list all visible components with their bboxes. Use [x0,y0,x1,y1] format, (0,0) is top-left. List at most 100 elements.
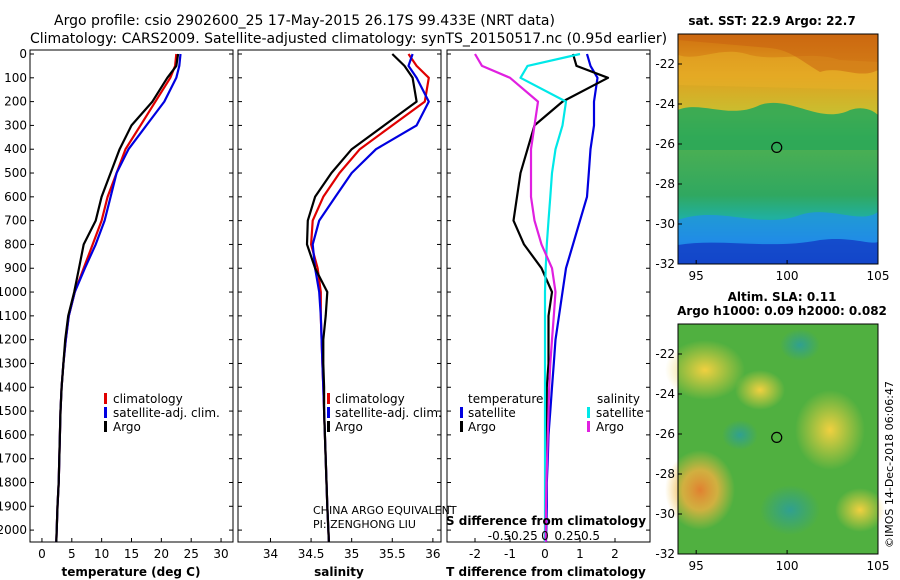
sla-yellow-blob-4 [835,488,885,532]
sla-teal-blob [780,329,820,361]
sst-map-title: sat. SST: 22.9 Argo: 22.7 [688,14,855,28]
temperature-x-ticks: 0 5 10 15 20 25 30 [38,547,229,561]
depth-tick-label: 1000 [0,285,27,299]
sla-yellow-blob [665,340,745,400]
legend-s-satellite: satellite [596,406,644,420]
depth-axis-labels: 0 100 200 300 400 500 600 700 800 900 1000 1100 1200… [0,47,27,537]
salinity-x-ticks: 34 34.5 35 35.5 36 [263,547,441,561]
legend-swatch-s-argo [587,421,590,432]
s-tick-label: -0.25 [507,529,538,543]
s-tick-label: 0.25 [554,529,581,543]
annotation-line1: CHINA ARGO EQUIVALENT [313,504,457,517]
salinity-plot [238,53,441,543]
x-tick-label: 15 [124,547,139,561]
sst-map-frame [677,33,879,265]
salinity-panel-frame [237,49,442,543]
x-tick-label: -2 [469,547,481,561]
salinity-diff-ticks: -0.5-0.25 0 0.25 0.5 [488,529,600,543]
temperature-plot [30,53,233,543]
depth-tick-label: 900 [4,261,27,275]
map-y-tick-label: -30 [655,217,675,231]
series-line-salinity-argo [474,53,557,543]
legend-swatch-climatology [327,393,330,404]
legend-swatch-t-argo [460,421,463,432]
legend-s-argo: Argo [596,420,624,434]
map-y-tick-label: -24 [655,387,675,401]
map-y-tick-label: -32 [655,547,675,561]
sst-green-tongue [678,102,878,150]
x-tick-label: 0 [38,547,46,561]
s-tick-label: 0.5 [581,529,600,543]
map-x-tick-label: 95 [689,559,704,573]
x-tick-label: 20 [154,547,169,561]
x-tick-label: 30 [213,547,228,561]
salinity-legend: climatology satellite-adj. clim. Argo CH… [313,392,457,531]
legend-t-satellite: satellite [468,406,516,420]
map-y-tick-label: -28 [655,467,675,481]
sla-map-title-line1: Altim. SLA: 0.11 [728,290,837,304]
salinity-xlabel: salinity [314,565,364,579]
legend-satellite: satellite-adj. clim. [335,406,442,420]
x-tick-label: 34.5 [298,547,325,561]
x-tick-label: 0 [541,547,549,561]
temperature-legend: climatology satellite-adj. clim. Argo [104,392,220,434]
x-tick-label: 2 [611,547,619,561]
depth-tick-label: 400 [4,142,27,156]
depth-tick-label: 100 [4,71,27,85]
depth-tick-label: 800 [4,237,27,251]
depth-tick-label: 700 [4,214,27,228]
map-y-tick-label: -30 [655,507,675,521]
map-x-tick-label: 100 [776,269,799,283]
depth-tick-label: 200 [4,95,27,109]
legend-swatch-argo [327,421,330,432]
sla-yellow-blob-2 [735,370,785,410]
x-tick-label: 10 [94,547,109,561]
depth-tick-label: 600 [4,190,27,204]
series-line-argo [55,53,180,543]
sst-hot-band [678,34,878,74]
x-tick-label: 36 [425,547,440,561]
x-tick-label: 5 [68,547,76,561]
header-line1: Argo profile: csio 2902600_25 17-May-201… [54,13,555,29]
legend-t-argo: Argo [468,420,496,434]
depth-tick-label: 500 [4,166,27,180]
difference-legend: temperature satellite Argo salinity sate… [460,392,644,434]
sla-orange-blob [665,450,735,530]
legend-salinity-title: salinity [597,392,640,406]
difference-panel-frame [446,49,651,543]
map-x-tick-label: 105 [867,269,890,283]
difference-plot [447,52,650,543]
depth-tick-label: 1200 [0,333,27,347]
sla-teal-blob-2 [722,420,758,450]
map-y-tick-label: -26 [655,427,675,441]
legend-argo: Argo [335,420,363,434]
x-tick-label: 35 [344,547,359,561]
difference-x-ticks: -2 -1 0 1 2 [469,547,619,561]
x-tick-label: 35.5 [379,547,406,561]
argo-position-marker [771,431,783,443]
depth-tick-label: 1900 [0,499,27,513]
depth-tick-label: 300 [4,118,27,132]
legend-temperature-title: temperature [468,392,543,406]
legend-swatch-s-satellite [587,407,590,418]
legend-swatch-t-satellite [460,407,463,418]
depth-tick-label: 1500 [0,404,27,418]
legend-swatch-satellite [327,407,330,418]
footer-stamp: ©IMOS 14-Dec-2018 06:06:47 [883,381,896,548]
depth-tick-label: 0 [19,47,27,61]
depth-tick-label: 2000 [0,523,27,537]
map-y-tick-label: -24 [655,97,675,111]
map-x-tick-label: 100 [776,559,799,573]
depth-tick-label: 1600 [0,428,27,442]
depth-tick-label: 1700 [0,452,27,466]
x-tick-label: 34 [263,547,278,561]
sla-teal-blob-3 [760,485,820,535]
sst-map [677,33,879,265]
x-tick-label: 1 [576,547,584,561]
legend-climatology: climatology [113,392,183,406]
map-y-tick-label: -26 [655,137,675,151]
sla-yellow-blob-3 [795,390,865,470]
legend-swatch-satellite [104,407,107,418]
series-line-salinity-satellite [519,52,581,542]
legend-argo: Argo [113,420,141,434]
